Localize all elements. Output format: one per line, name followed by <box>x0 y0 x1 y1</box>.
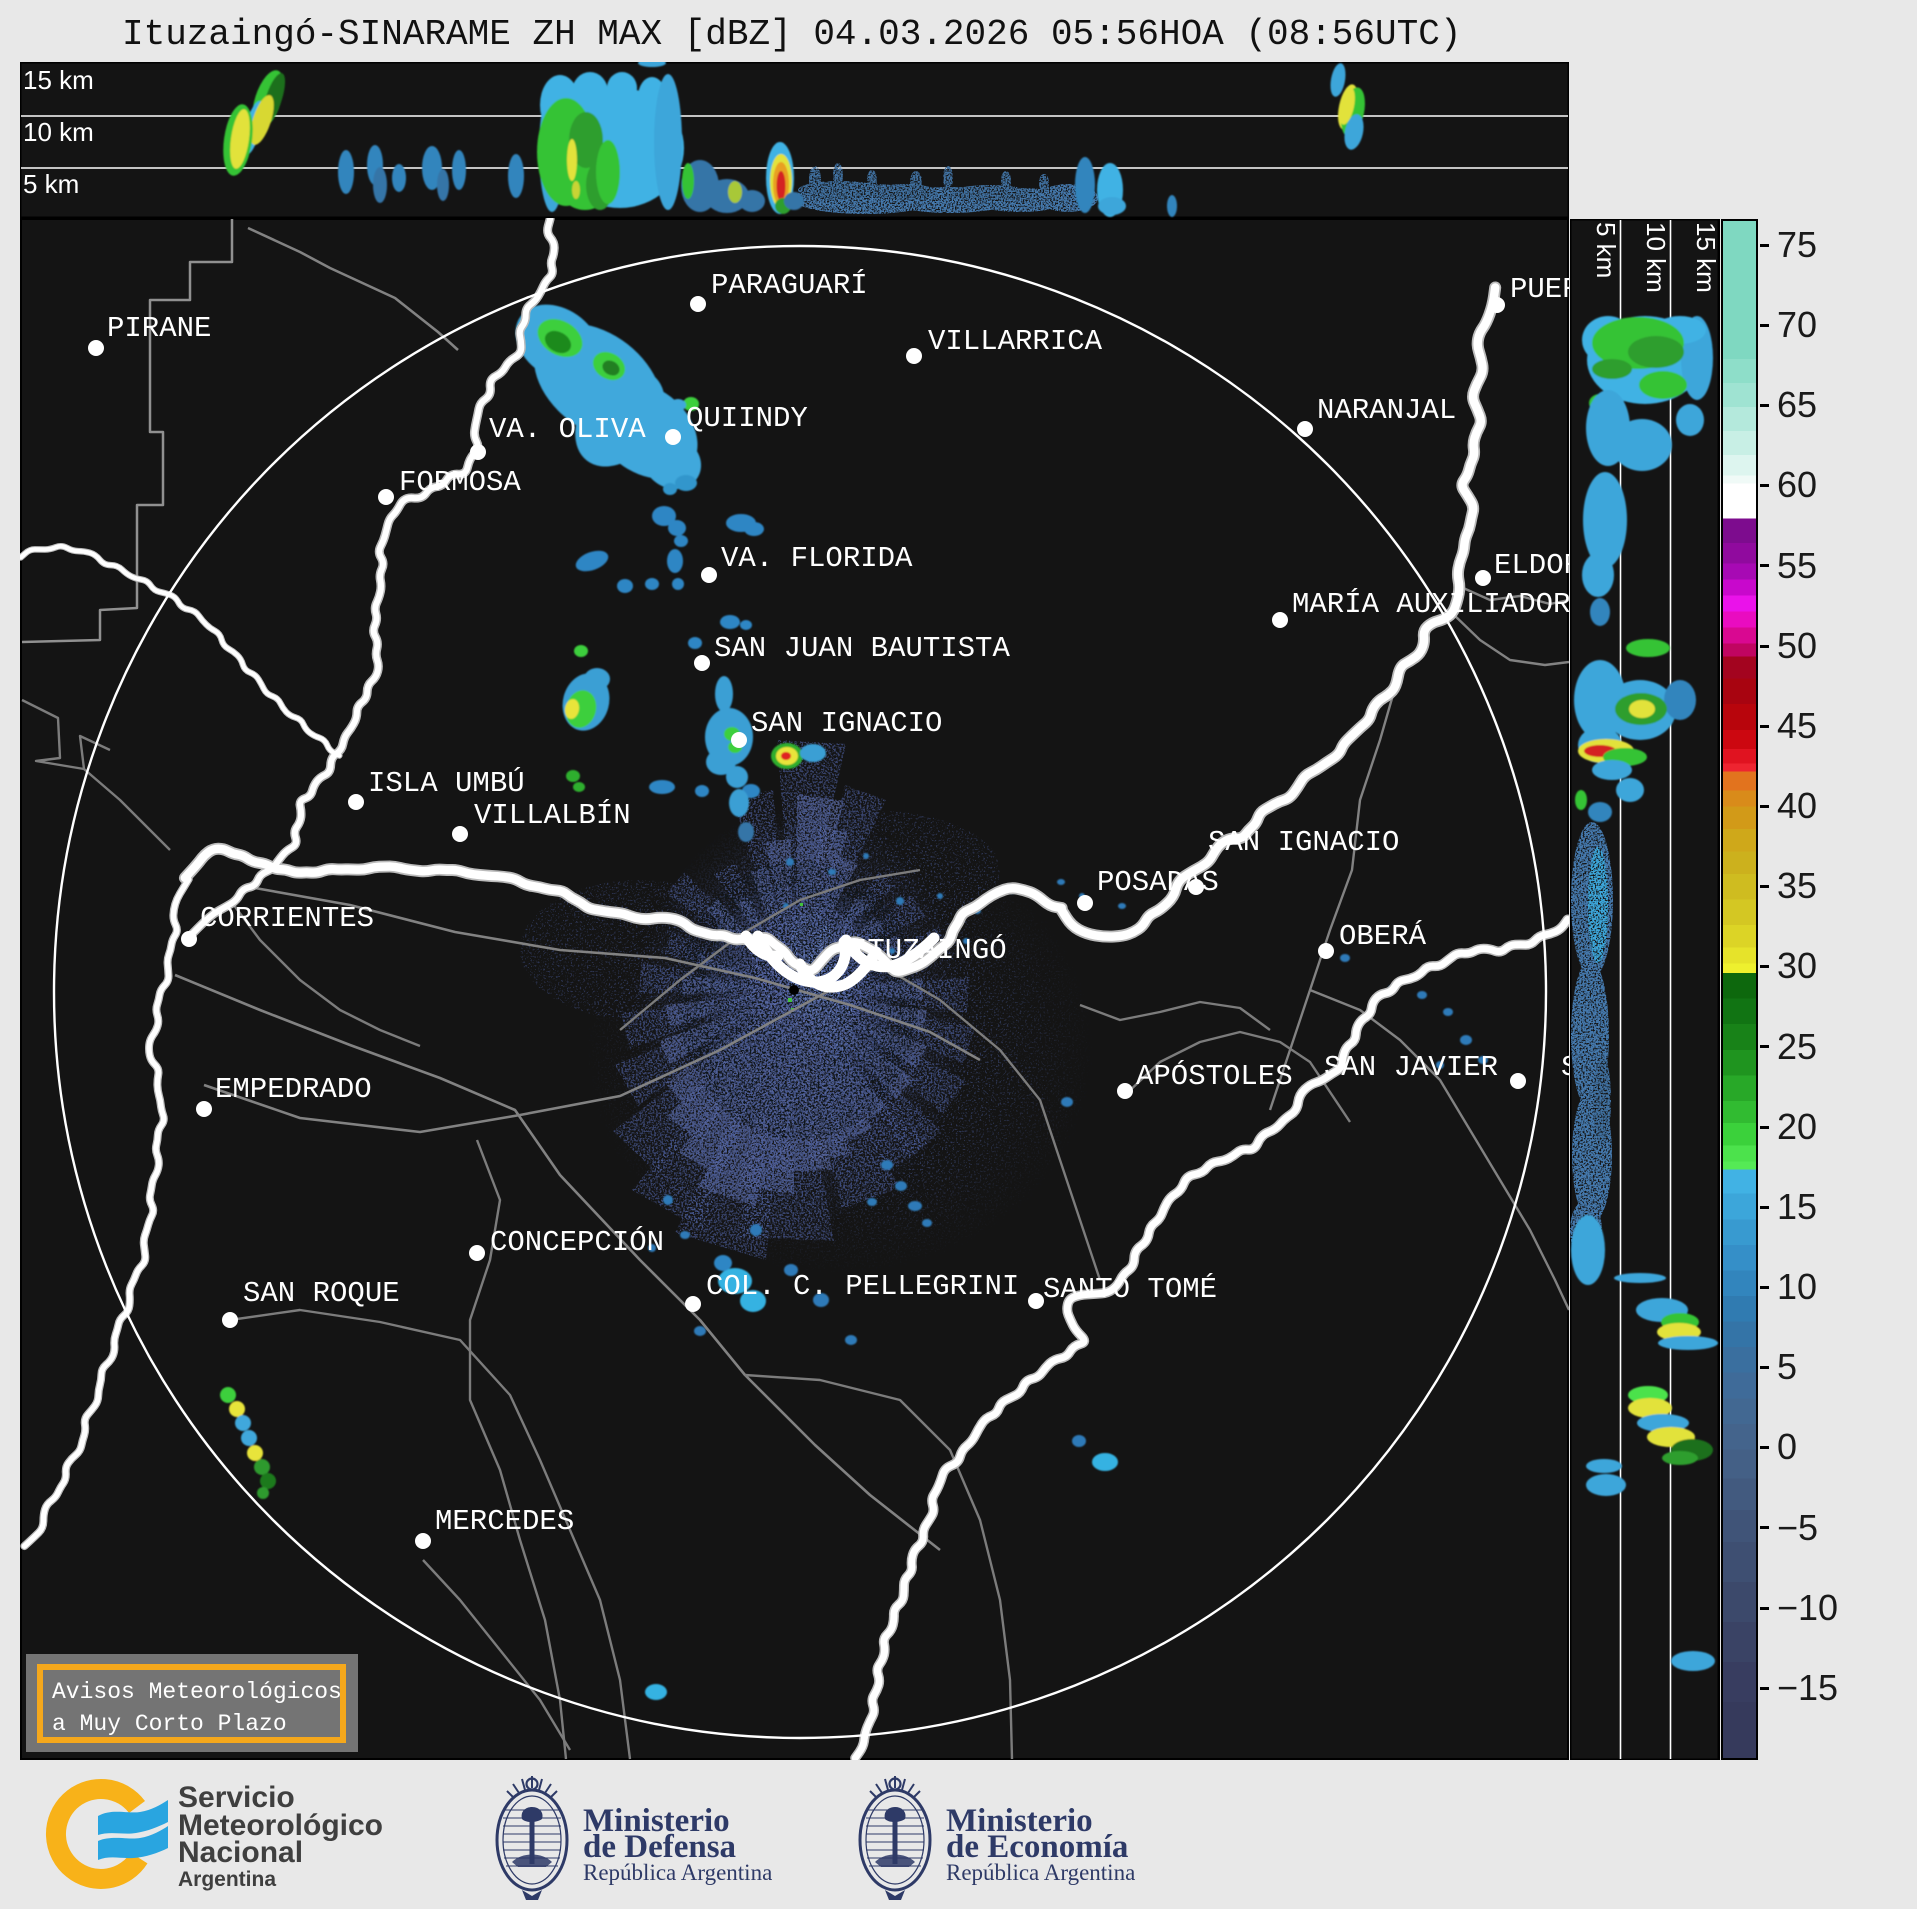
svg-text:SAN ROQUE: SAN ROQUE <box>243 1277 400 1310</box>
svg-text:SAN IGNACIO: SAN IGNACIO <box>751 707 942 740</box>
svg-text:ITUZAINGÓ: ITUZAINGÓ <box>850 933 1007 967</box>
svg-text:COL. C. PELLEGRINI: COL. C. PELLEGRINI <box>706 1270 1019 1303</box>
svg-text:ELDORADO: ELDORADO <box>1494 549 1569 582</box>
svg-text:SAN JUAN BAUTISTA: SAN JUAN BAUTISTA <box>714 632 1010 665</box>
svg-text:VILLARRICA: VILLARRICA <box>928 325 1103 358</box>
svg-text:15 km: 15 km <box>23 65 94 95</box>
svg-text:de Economía: de Economía <box>946 1829 1128 1865</box>
svg-text:CONCEPCIÓN: CONCEPCIÓN <box>490 1225 664 1259</box>
svg-text:VA. FLORIDA: VA. FLORIDA <box>721 542 913 575</box>
svg-text:Meteorológico: Meteorológico <box>178 1809 383 1842</box>
svg-text:VILLALBÍN: VILLALBÍN <box>474 798 631 832</box>
svg-text:SAN VICENTE: SAN VICENTE <box>1561 1051 1569 1084</box>
svg-text:Ministerio: Ministerio <box>583 1803 730 1839</box>
svg-text:SANTO TOMÉ: SANTO TOMÉ <box>1043 1272 1217 1306</box>
svg-text:SAN JAVIER: SAN JAVIER <box>1324 1051 1498 1084</box>
svg-text:Servicio: Servicio <box>178 1781 295 1814</box>
svg-text:República Argentina: República Argentina <box>583 1860 772 1885</box>
svg-text:5 km: 5 km <box>1591 222 1621 278</box>
svg-text:MERCEDES: MERCEDES <box>435 1505 574 1538</box>
svg-text:15 km: 15 km <box>1691 222 1720 293</box>
svg-text:OBERÁ: OBERÁ <box>1339 919 1427 953</box>
svg-text:QUIINDY: QUIINDY <box>686 402 808 435</box>
svg-text:Ministerio: Ministerio <box>946 1803 1093 1839</box>
svg-text:Avisos Meteorológicos: Avisos Meteorológicos <box>52 1679 342 1705</box>
svg-text:CORRIENTES: CORRIENTES <box>200 902 374 935</box>
svg-text:a Muy Corto Plazo: a Muy Corto Plazo <box>52 1711 287 1737</box>
svg-text:NARANJAL: NARANJAL <box>1317 394 1456 427</box>
svg-text:VA. OLIVA: VA. OLIVA <box>489 413 646 446</box>
svg-text:de Defensa: de Defensa <box>583 1829 736 1865</box>
svg-text:Argentina: Argentina <box>178 1868 276 1891</box>
svg-text:10 km: 10 km <box>23 117 94 147</box>
svg-text:APÓSTOLES: APÓSTOLES <box>1136 1059 1293 1093</box>
svg-text:ISLA UMBÚ: ISLA UMBÚ <box>368 766 525 800</box>
svg-text:10 km: 10 km <box>1641 222 1671 293</box>
svg-text:PARAGUARÍ: PARAGUARÍ <box>711 268 868 302</box>
svg-text:FORMOSA: FORMOSA <box>399 466 521 499</box>
svg-text:PIRANE: PIRANE <box>107 312 211 345</box>
svg-text:SAN IGNACIO: SAN IGNACIO <box>1208 826 1399 859</box>
svg-text:EMPEDRADO: EMPEDRADO <box>215 1073 372 1106</box>
svg-text:5 km: 5 km <box>23 169 79 199</box>
svg-text:Nacional: Nacional <box>178 1836 303 1869</box>
svg-text:MARÍA AUXILIADORA: MARÍA AUXILIADORA <box>1292 587 1569 621</box>
svg-text:PUERTO RICO: PUERTO RICO <box>1510 273 1569 306</box>
svg-text:República Argentina: República Argentina <box>946 1860 1135 1885</box>
